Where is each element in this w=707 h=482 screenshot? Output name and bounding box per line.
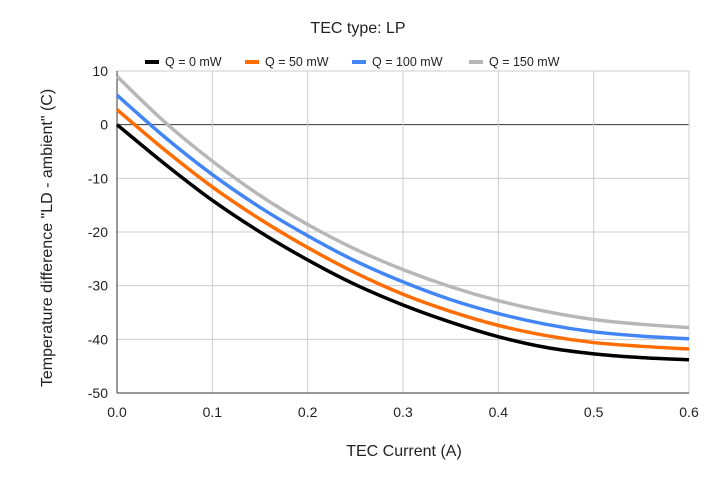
y-tick-label: 10: [92, 63, 108, 79]
legend-label: Q = 50 mW: [265, 55, 329, 69]
series-line-1: [115, 123, 690, 362]
x-tick-label: 0.1: [203, 404, 223, 420]
legend-label: Q = 0 mW: [165, 55, 222, 69]
x-tick-label: 0.3: [393, 404, 413, 420]
y-tick-label: -40: [88, 331, 108, 347]
y-axis-ticks: 10 0 -10 -20 -30 -40 -50: [88, 63, 108, 401]
x-tick-label: 0.0: [107, 404, 127, 420]
y-tick-label: -50: [88, 385, 108, 401]
x-axis-label: TEC Current (A): [346, 443, 462, 460]
y-tick-label: 0: [100, 117, 108, 133]
x-tick-label: 0.4: [489, 404, 509, 420]
y-tick-label: -30: [88, 278, 108, 294]
series-line-3: [115, 93, 690, 341]
y-axis-label: Temperature difference "LD - ambient" (C…: [39, 89, 56, 387]
series-line-4: [115, 75, 690, 330]
legend-label: Q = 150 mW: [489, 55, 560, 69]
chart-title: TEC type: LP: [310, 20, 405, 37]
legend: Q = 0 mW Q = 50 mW Q = 100 mW Q = 150 mW: [145, 55, 560, 69]
x-tick-label: 0.5: [584, 404, 604, 420]
x-tick-label: 0.2: [298, 404, 318, 420]
series-layer: [115, 75, 690, 362]
x-axis-ticks: 0.0 0.1 0.2 0.3 0.4 0.5 0.6: [107, 404, 699, 420]
x-tick-label: 0.6: [679, 404, 699, 420]
y-tick-label: -10: [88, 170, 108, 186]
series-line-2: [115, 108, 690, 351]
legend-label: Q = 100 mW: [372, 55, 443, 69]
y-tick-label: -20: [88, 224, 108, 240]
